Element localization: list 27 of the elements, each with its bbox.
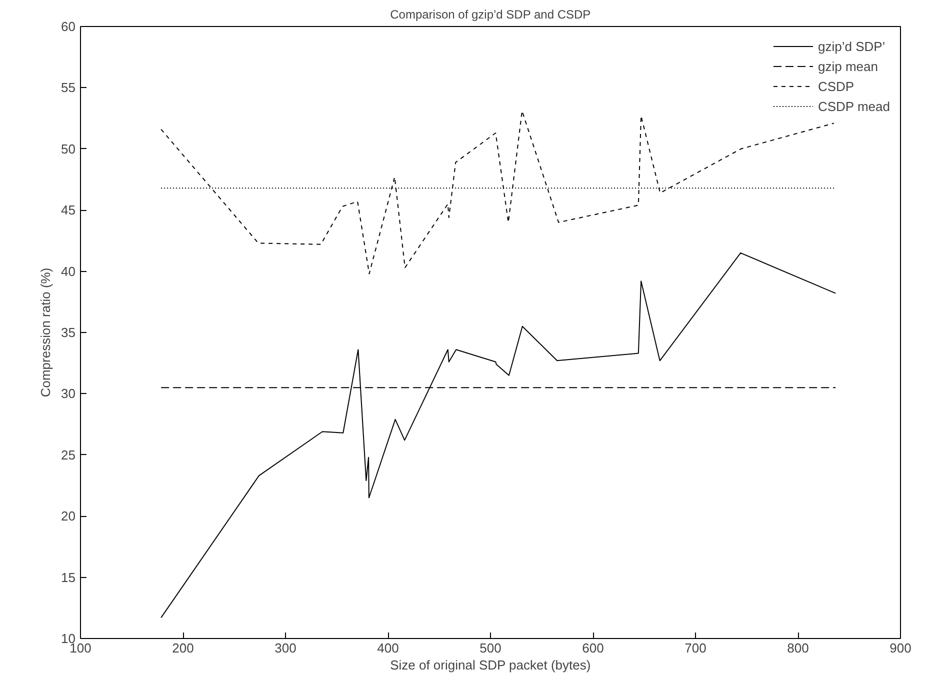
y-tick-label: 20 xyxy=(61,508,76,524)
line-series xyxy=(160,252,836,618)
line-series xyxy=(160,110,834,274)
y-tick-label: 60 xyxy=(61,19,76,34)
legend-label: gzip’d SDP’ xyxy=(818,38,886,54)
x-axis-title: Size of original SDP packet (bytes) xyxy=(390,658,591,672)
x-tick-label: 700 xyxy=(684,640,706,656)
y-tick-label: 55 xyxy=(61,80,76,96)
x-tick-label: 200 xyxy=(172,640,194,656)
y-tick-label: 15 xyxy=(61,570,76,585)
legend-label: CSDP mead xyxy=(818,98,890,114)
y-tick-label: 25 xyxy=(61,447,76,462)
y-tick-label: 45 xyxy=(61,202,76,218)
y-tick-label: 30 xyxy=(61,386,76,402)
legend-label: gzip mean xyxy=(818,58,878,74)
y-tick-label: 40 xyxy=(61,264,76,279)
x-tick-label: 600 xyxy=(582,640,604,656)
x-tick-label: 500 xyxy=(480,640,502,656)
x-tick-label: 300 xyxy=(274,640,296,656)
y-axis-title: Compression ratio (%) xyxy=(38,268,54,398)
y-tick-label: 50 xyxy=(61,141,76,156)
x-tick-label: 400 xyxy=(377,640,399,656)
x-tick-label: 900 xyxy=(890,640,912,656)
y-tick-label: 35 xyxy=(61,325,76,340)
legend-label: CSDP xyxy=(818,78,854,94)
x-tick-label: 800 xyxy=(787,640,809,656)
chart-title: Comparison of gzip’d SDP and CSDP xyxy=(390,8,591,22)
